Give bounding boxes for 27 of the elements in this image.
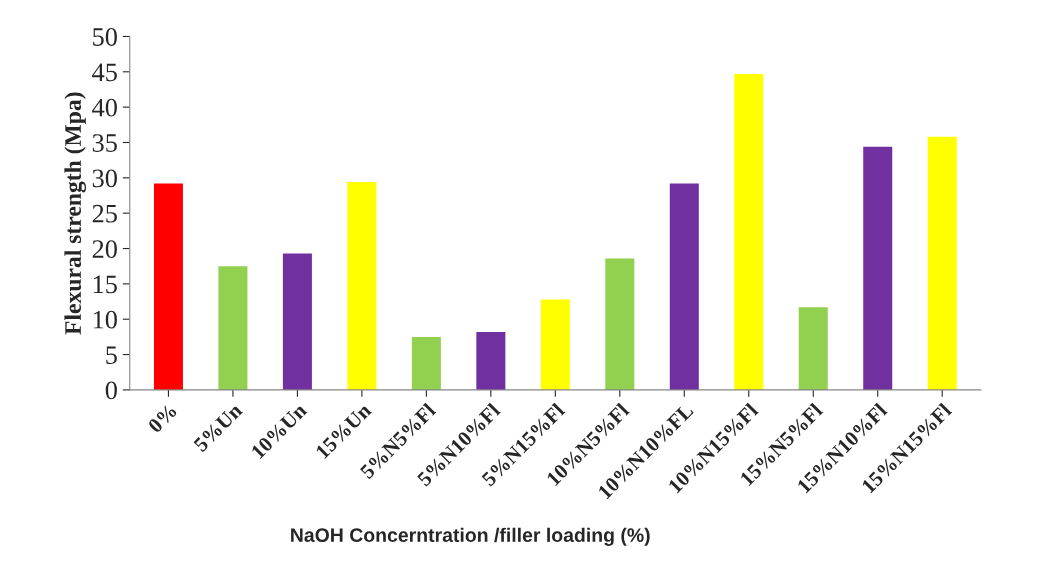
bar <box>669 183 699 390</box>
bar <box>153 183 183 390</box>
y-tick-label: 10 <box>93 310 117 329</box>
y-tick-label: 5 <box>106 346 117 364</box>
bar <box>734 73 764 390</box>
y-tick-label: 40 <box>92 98 117 117</box>
bar <box>476 331 506 390</box>
y-axis-title: Flexural strength (Mpa) <box>64 92 86 335</box>
x-tick-label: 0% <box>147 403 178 434</box>
y-tick-label: 0 <box>105 381 117 400</box>
bar <box>863 146 893 390</box>
y-tick-label: 15 <box>93 275 117 294</box>
x-axis-title: NaOH Concerntration /filler loading (%) <box>291 527 650 546</box>
bar <box>605 258 635 390</box>
bar <box>218 266 248 390</box>
y-tick-label: 30 <box>92 169 117 188</box>
bar <box>282 253 312 390</box>
y-tick-label: 35 <box>92 134 117 152</box>
y-tick-label: 20 <box>92 240 117 258</box>
y-tick-label: 25 <box>92 204 117 223</box>
bar <box>540 299 570 390</box>
bar <box>347 182 377 390</box>
bar <box>927 136 957 390</box>
y-tick-label: 50 <box>93 28 117 46</box>
bar <box>798 307 828 390</box>
bar <box>411 336 441 390</box>
y-tick-label: 45 <box>92 63 117 82</box>
